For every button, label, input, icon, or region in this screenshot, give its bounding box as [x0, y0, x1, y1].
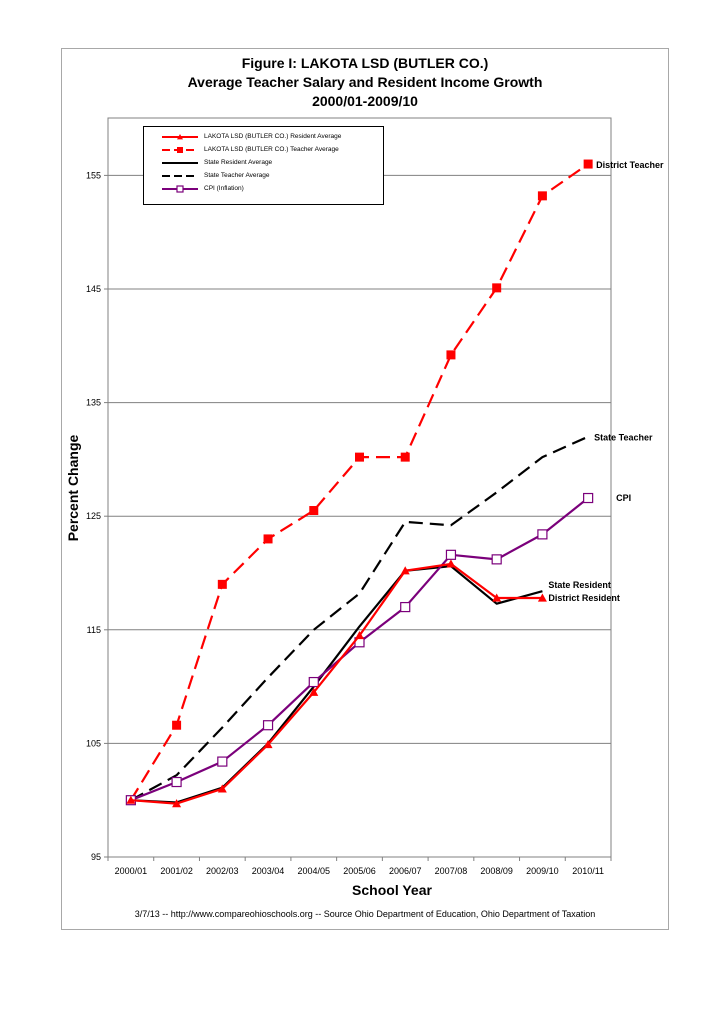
x-tick-label: 2010/11 — [572, 866, 604, 876]
data-point-district-teacher — [355, 452, 364, 462]
source-footer: 3/7/13 -- http://www.compareohioschools.… — [134, 909, 596, 919]
data-point-district-teacher — [537, 191, 547, 201]
data-point-cpi — [262, 720, 274, 731]
legend-swatch-marker-district-resident — [177, 134, 183, 140]
data-point-district-resident — [263, 740, 273, 749]
series-line-district-teacher — [129, 163, 589, 801]
data-point-cpi — [491, 554, 502, 565]
data-point-district-resident — [400, 566, 410, 575]
series-line-district-resident — [130, 562, 543, 805]
x-tick-label: 2000/01 — [115, 866, 148, 876]
legend-label-district-teacher: LAKOTA LSD (BUTLER CO.) Teacher Average — [204, 146, 339, 153]
legend-swatches — [162, 134, 198, 193]
data-point-district-resident — [309, 687, 319, 696]
data-point-district-resident — [172, 799, 182, 808]
legend-swatch-marker-district-teacher — [177, 147, 183, 153]
y-tick-label: 145 — [86, 284, 101, 294]
data-point-district-resident — [126, 795, 136, 804]
legend-label-state-teacher: State Teacher Average — [204, 172, 270, 179]
data-point-cpi — [583, 492, 594, 504]
x-tick-label: 2003/04 — [252, 866, 285, 876]
x-tick-label: 2007/08 — [435, 866, 468, 876]
data-point-district-teacher — [400, 452, 410, 462]
x-tick-label: 2005/06 — [343, 866, 376, 876]
y-tick-label: 155 — [86, 170, 101, 180]
data-point-district-teacher — [172, 720, 182, 730]
legend-label-state-resident: State Resident Average — [204, 159, 273, 166]
data-point-district-teacher — [492, 283, 502, 293]
data-point-cpi — [171, 776, 182, 788]
y-tick-label: 95 — [91, 852, 101, 862]
y-tick-label: 115 — [87, 625, 101, 635]
series-end-label-state-teacher: State Teacher — [594, 433, 653, 443]
x-axis-label: School Year — [352, 882, 432, 898]
y-tick-label: 105 — [86, 738, 101, 748]
data-point-cpi — [217, 756, 228, 767]
chart-legend: LAKOTA LSD (BUTLER CO.) Resident Average… — [143, 126, 384, 205]
data-point-district-resident — [537, 593, 547, 602]
y-tick-label: 135 — [86, 398, 101, 408]
data-point-district-resident — [217, 784, 227, 793]
data-point-district-teacher — [263, 534, 273, 544]
series-end-label-cpi: CPI — [616, 493, 631, 503]
legend-swatch-marker-cpi — [176, 185, 184, 193]
series-line-state-teacher — [130, 435, 589, 802]
data-point-district-resident — [492, 593, 502, 602]
x-tick-label: 2006/07 — [389, 866, 422, 876]
plot-area-border — [107, 117, 612, 858]
data-point-district-resident — [446, 559, 456, 568]
data-point-district-teacher — [583, 159, 593, 169]
data-point-cpi — [537, 529, 548, 540]
y-axis-label: Percent Change — [65, 434, 81, 542]
legend-label-cpi: CPI (Inflation) — [204, 185, 244, 192]
series-end-label-state-resident: State Resident — [548, 580, 611, 590]
y-tick-label: 125 — [86, 511, 101, 521]
chart-frame — [61, 48, 669, 930]
x-tick-label: 2004/05 — [297, 866, 330, 876]
series-line-state-resident — [130, 565, 543, 804]
x-tick-label: 2002/03 — [206, 866, 239, 876]
x-tick-label: 2009/10 — [526, 866, 559, 876]
legend-label-district-resident: LAKOTA LSD (BUTLER CO.) Resident Average — [204, 133, 342, 140]
series-line-cpi — [130, 497, 589, 802]
series-end-label-district-teacher: District Teacher — [596, 160, 664, 170]
data-point-cpi — [445, 549, 457, 560]
data-point-district-resident — [355, 630, 364, 640]
x-tick-label: 2001/02 — [160, 866, 193, 876]
x-tick-label: 2008/09 — [480, 866, 513, 876]
data-point-district-teacher — [309, 506, 319, 516]
chart-title-line-2: Average Teacher Salary and Resident Inco… — [187, 74, 543, 90]
chart-title-line-1: Figure I: LAKOTA LSD (BUTLER CO.) — [241, 55, 489, 71]
data-point-district-teacher — [446, 350, 456, 360]
data-point-cpi — [400, 601, 411, 613]
data-point-cpi — [308, 676, 319, 688]
data-point-district-teacher — [217, 579, 227, 589]
chart-title-line-3: 2000/01-2009/10 — [312, 93, 418, 109]
series-end-label-district-resident: District Resident — [548, 593, 620, 603]
